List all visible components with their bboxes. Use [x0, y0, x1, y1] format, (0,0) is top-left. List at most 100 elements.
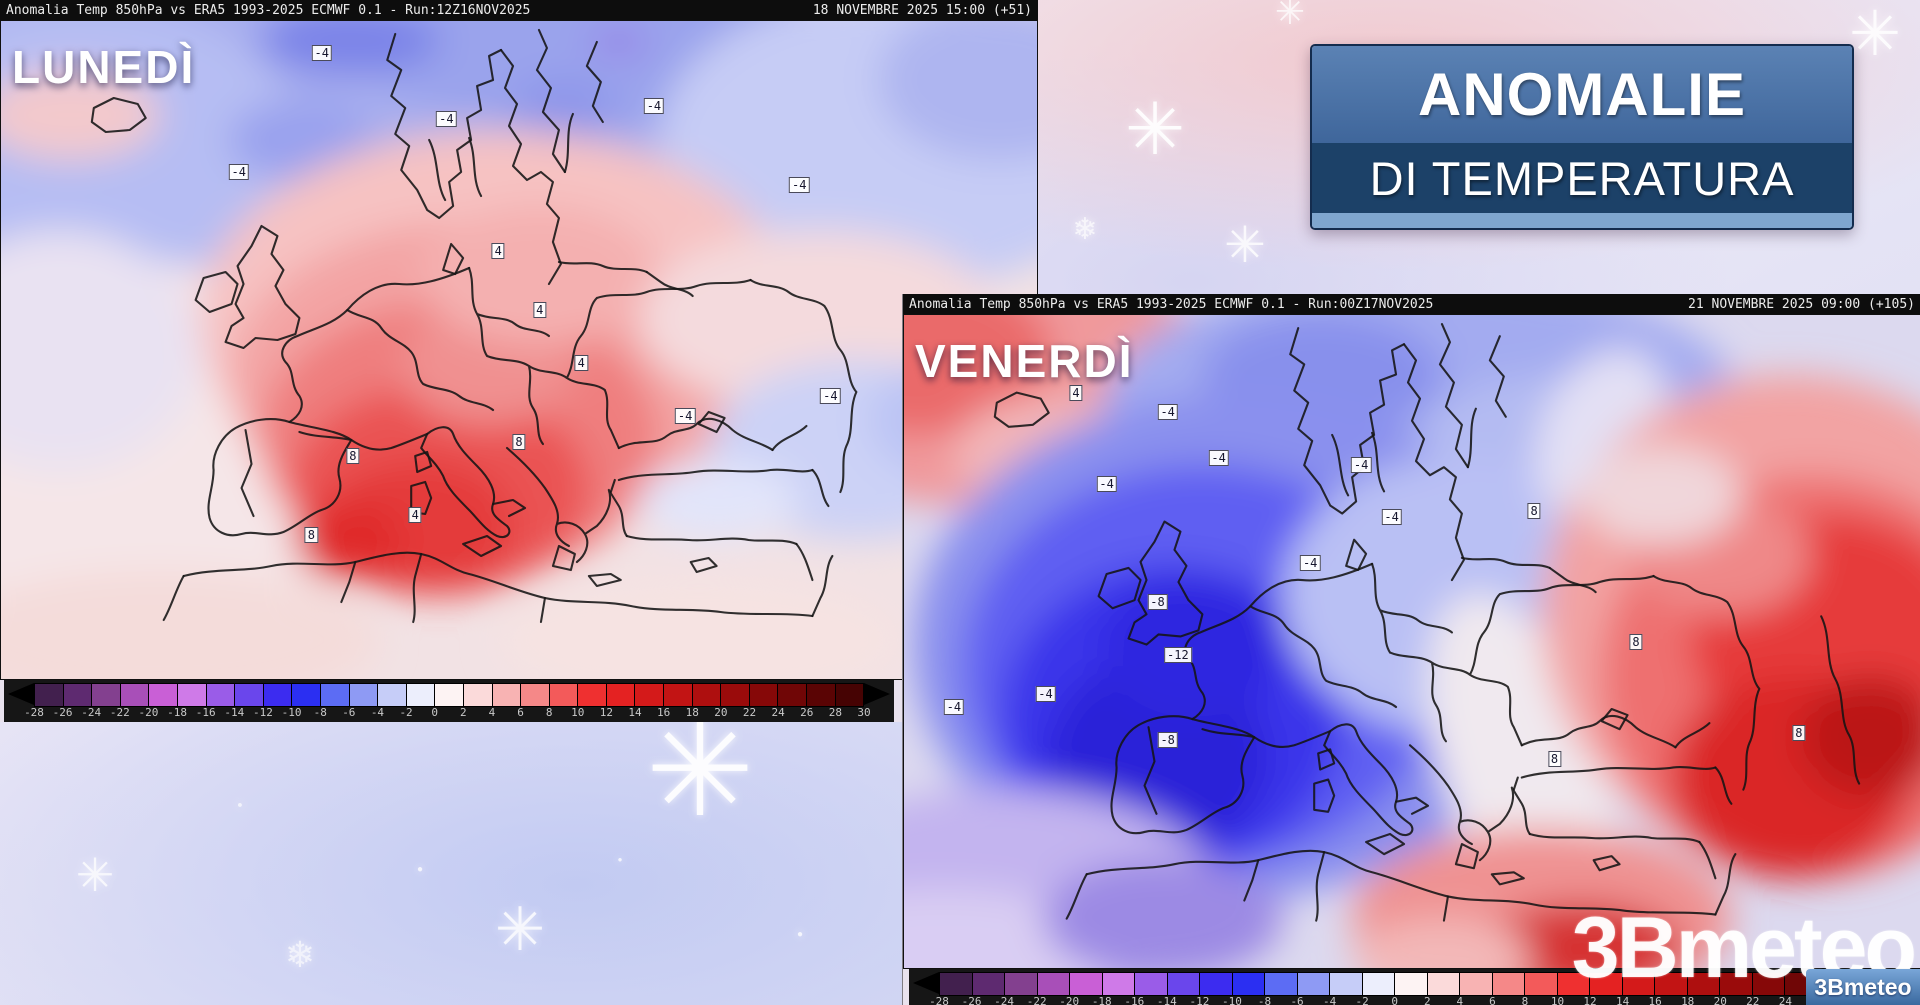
- colorbar-swatch: [1265, 973, 1297, 995]
- colorbar-tick: 28: [828, 706, 842, 719]
- anomaly-value-label: 8: [1547, 751, 1562, 768]
- snowflake-decoration: ❄: [1072, 213, 1098, 246]
- anomaly-value-label: -8: [1157, 731, 1178, 748]
- title-box: ANOMALIE DI TEMPERATURA: [1310, 44, 1854, 230]
- colorbar-tick: 10: [571, 706, 585, 719]
- colorbar-tick: -8: [313, 706, 327, 719]
- colorbar-tick: 20: [1713, 995, 1727, 1005]
- colorbar-tick: -26: [961, 995, 982, 1005]
- colorbar-tick: -6: [1290, 995, 1304, 1005]
- colorbar-tick: -20: [138, 706, 159, 719]
- snowflake-decoration: ●: [237, 799, 243, 810]
- colorbar-swatch: [606, 684, 635, 706]
- colorbar-tick: 18: [685, 706, 699, 719]
- colorbar-swatch: [292, 684, 320, 706]
- colorbar-tick-labels: -28 -26 -24 -22 -20 -18 -16 -14 -12 -10 -8 -6 -4 -2 0 2…: [24, 706, 871, 720]
- valid-datetime: 18 NOVEMBRE 2025 15:00 (+51): [812, 2, 1032, 18]
- anomaly-value-label: 4: [491, 243, 505, 259]
- anomaly-value-label: -4: [789, 177, 810, 193]
- colorbar-tick: -18: [167, 706, 188, 719]
- colorbar-swatch: [120, 684, 149, 706]
- colorbar-swatch: [92, 684, 120, 706]
- colorbar-swatch: [63, 684, 92, 706]
- anomaly-value-label: 4: [574, 355, 588, 372]
- colorbar-tick-labels: -28 -26 -24 -22 -20 -18 -16 -14 -12 -10 -8 -6 -4 -2 0 2…: [929, 995, 1890, 1005]
- 3bmeteo-badge: 3Bmeteo: [1806, 969, 1920, 1005]
- anomaly-value-label: 8: [304, 526, 319, 543]
- colorbar-tick: 4: [488, 706, 496, 719]
- colorbar-swatch: [778, 684, 807, 706]
- colorbar-swatch: [972, 973, 1005, 995]
- colorbar-swatch: [435, 684, 463, 706]
- anomaly-value-label: -4: [1299, 554, 1321, 571]
- anomaly-value-label: -4: [643, 97, 665, 114]
- colorbar-tick: -24: [994, 995, 1015, 1005]
- map-panel-friday: Anomalia Temp 850hPa vs ERA5 1993-2025 E…: [902, 294, 1920, 1005]
- anomaly-value-label: -8: [1147, 594, 1168, 611]
- snowflake-decoration: ✳: [645, 697, 755, 843]
- colorbar-swatch: [1167, 973, 1200, 995]
- map-header: Anomalia Temp 850hPa vs ERA5 1993-2025 E…: [0, 0, 1038, 20]
- colorbar-swatch: [1200, 973, 1232, 995]
- colorbar-swatch: [1492, 973, 1525, 995]
- colorbar-swatch: [320, 684, 349, 706]
- colorbar-swatch: [463, 684, 492, 706]
- anomaly-value-label: -4: [674, 408, 696, 424]
- colorbar-tick: -22: [1026, 995, 1047, 1005]
- colorbar-swatch: [349, 684, 378, 706]
- anomaly-value-label: -4: [311, 45, 332, 61]
- anomaly-value-label: -4: [228, 163, 249, 180]
- valid-datetime: 21 NOVEMBRE 2025 09:00 (+105): [1688, 296, 1915, 312]
- colorbar-swatch: [1460, 973, 1492, 995]
- colorbar-tick: -24: [81, 706, 102, 719]
- colorbar-tick: 8: [1521, 995, 1529, 1005]
- colorbar-tick: -8: [1257, 995, 1272, 1005]
- model-run-info: Anomalia Temp 850hPa vs ERA5 1993-2025 E…: [909, 296, 1434, 312]
- colorbar-swatch: [521, 684, 549, 706]
- colorbar-arrow-right: [864, 683, 890, 705]
- colorbar-swatch: [635, 684, 664, 706]
- map-panel-monday: Anomalia Temp 850hPa vs ERA5 1993-2025 E…: [0, 0, 1038, 722]
- colorbar-tick: -2: [1355, 995, 1369, 1005]
- colorbar-swatch: [749, 684, 778, 706]
- snowflake-decoration: ✳: [75, 849, 115, 901]
- colorbar-swatch: [1590, 973, 1622, 995]
- colorbar-tick: 30: [857, 706, 871, 719]
- colorbar-swatch: [835, 684, 864, 706]
- colorbar-tick: 2: [459, 706, 467, 719]
- colorbar-tick: 2: [1423, 995, 1431, 1005]
- map-canvas-monday: -4 -4 -4 -4 -4 4 4 4 4 8 8 8 -4 -4 LUNEDÌ: [0, 20, 1038, 680]
- colorbar-swatch: [1102, 973, 1135, 995]
- model-run-info: Anomalia Temp 850hPa vs ERA5 1993-2025 E…: [6, 2, 531, 18]
- colorbar-swatch: [1232, 973, 1265, 995]
- anomaly-value-label: -4: [436, 111, 457, 127]
- snowflake-decoration: ❄: [284, 934, 316, 975]
- colorbar-tick: 6: [1489, 995, 1496, 1005]
- day-label-monday: LUNEDÌ: [12, 41, 196, 93]
- title-accent-strip: [1312, 213, 1852, 228]
- anomaly-value-label: -4: [1157, 404, 1178, 421]
- colorbar-tick: -18: [1091, 995, 1112, 1005]
- colorbar-swatch: [1135, 973, 1167, 995]
- colorbar-tick: 18: [1681, 995, 1695, 1005]
- day-label-friday: VENERDÌ: [915, 335, 1134, 387]
- anomaly-value-label: 4: [533, 302, 547, 319]
- colorbar-tick: 8: [545, 706, 553, 719]
- colorbar-swatch: [1622, 973, 1655, 995]
- colorbar-swatch: [692, 684, 721, 706]
- colorbar-tick: 20: [714, 706, 728, 719]
- anomaly-value-label: 8: [512, 434, 526, 451]
- colorbar-swatch: [1557, 973, 1590, 995]
- colorbar-swatch: [1752, 973, 1785, 995]
- colorbar-tick: -22: [109, 706, 130, 719]
- anomaly-value-label: 8: [1629, 633, 1643, 650]
- anomaly-colorbar: -28 -26 -24 -22 -20 -18 -16 -14 -12 -10 -8 -6 -4 -2 0 2…: [4, 680, 894, 722]
- value-label-layer: 4 -4 -4 -4 -4 -4 -4 -8 -12 -8 -4 -4 8 8 8 8: [903, 314, 1920, 969]
- colorbar-tick: -10: [1222, 995, 1242, 1005]
- colorbar-tick: 24: [771, 706, 785, 719]
- anomaly-value-label: 8: [1792, 725, 1806, 742]
- colorbar-tick: -10: [281, 706, 302, 719]
- colorbar-tick: -12: [253, 706, 273, 719]
- colorbar-swatch: [1005, 973, 1037, 995]
